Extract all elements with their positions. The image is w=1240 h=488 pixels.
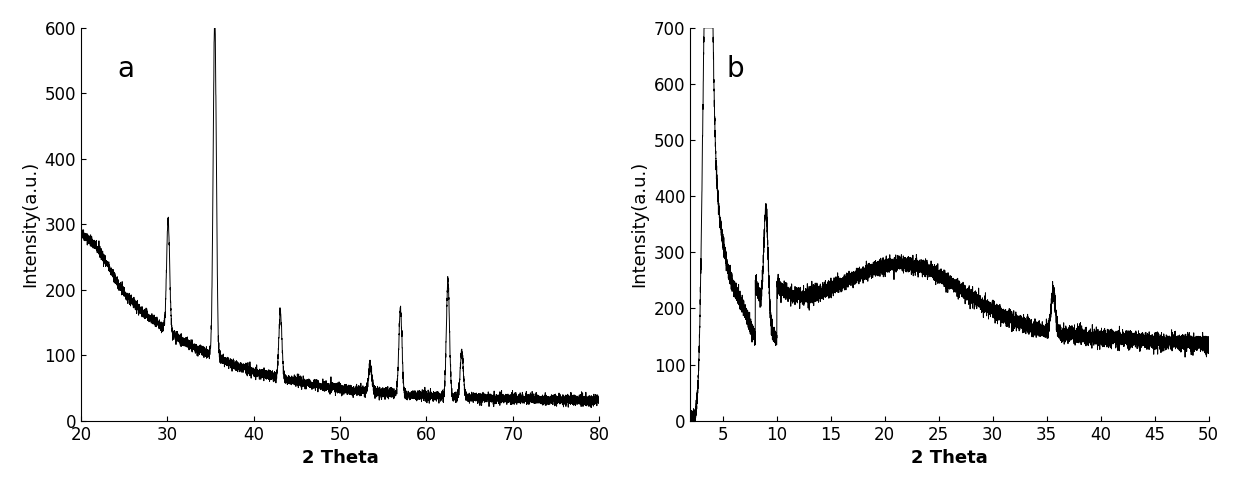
Y-axis label: Intensity(a.u.): Intensity(a.u.) bbox=[21, 161, 38, 287]
Y-axis label: Intensity(a.u.): Intensity(a.u.) bbox=[630, 161, 649, 287]
X-axis label: 2 Theta: 2 Theta bbox=[911, 449, 988, 467]
X-axis label: 2 Theta: 2 Theta bbox=[301, 449, 378, 467]
Text: a: a bbox=[117, 55, 134, 83]
Text: b: b bbox=[727, 55, 744, 83]
